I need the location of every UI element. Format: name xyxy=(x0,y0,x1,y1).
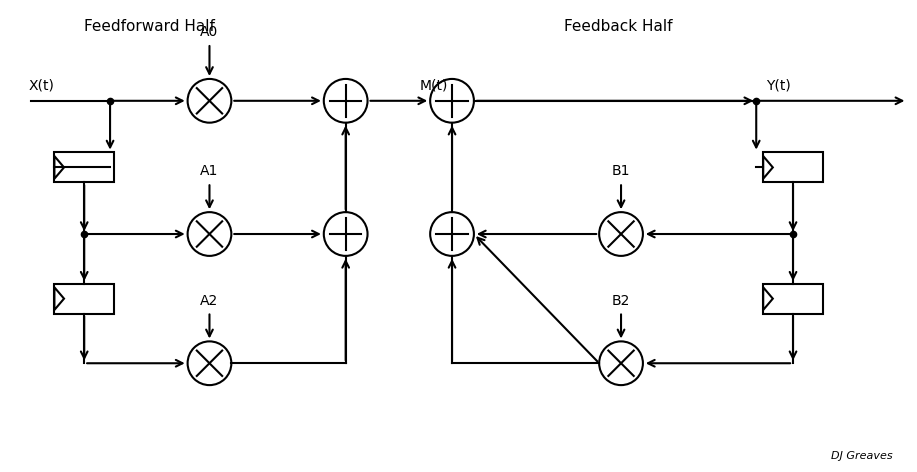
Bar xyxy=(763,152,823,182)
Text: X(t): X(t) xyxy=(28,79,54,93)
Text: B2: B2 xyxy=(612,294,630,308)
Bar xyxy=(763,284,823,313)
Text: A0: A0 xyxy=(200,25,218,39)
Text: A1: A1 xyxy=(200,164,218,178)
Text: M(t): M(t) xyxy=(420,79,448,93)
Bar xyxy=(54,284,114,313)
Bar xyxy=(54,152,114,182)
Text: DJ Greaves: DJ Greaves xyxy=(831,451,892,461)
Text: Feedforward Half: Feedforward Half xyxy=(84,19,215,34)
Text: B1: B1 xyxy=(612,164,630,178)
Text: Feedback Half: Feedback Half xyxy=(564,19,673,34)
Text: A2: A2 xyxy=(200,294,218,308)
Text: Y(t): Y(t) xyxy=(767,79,791,93)
